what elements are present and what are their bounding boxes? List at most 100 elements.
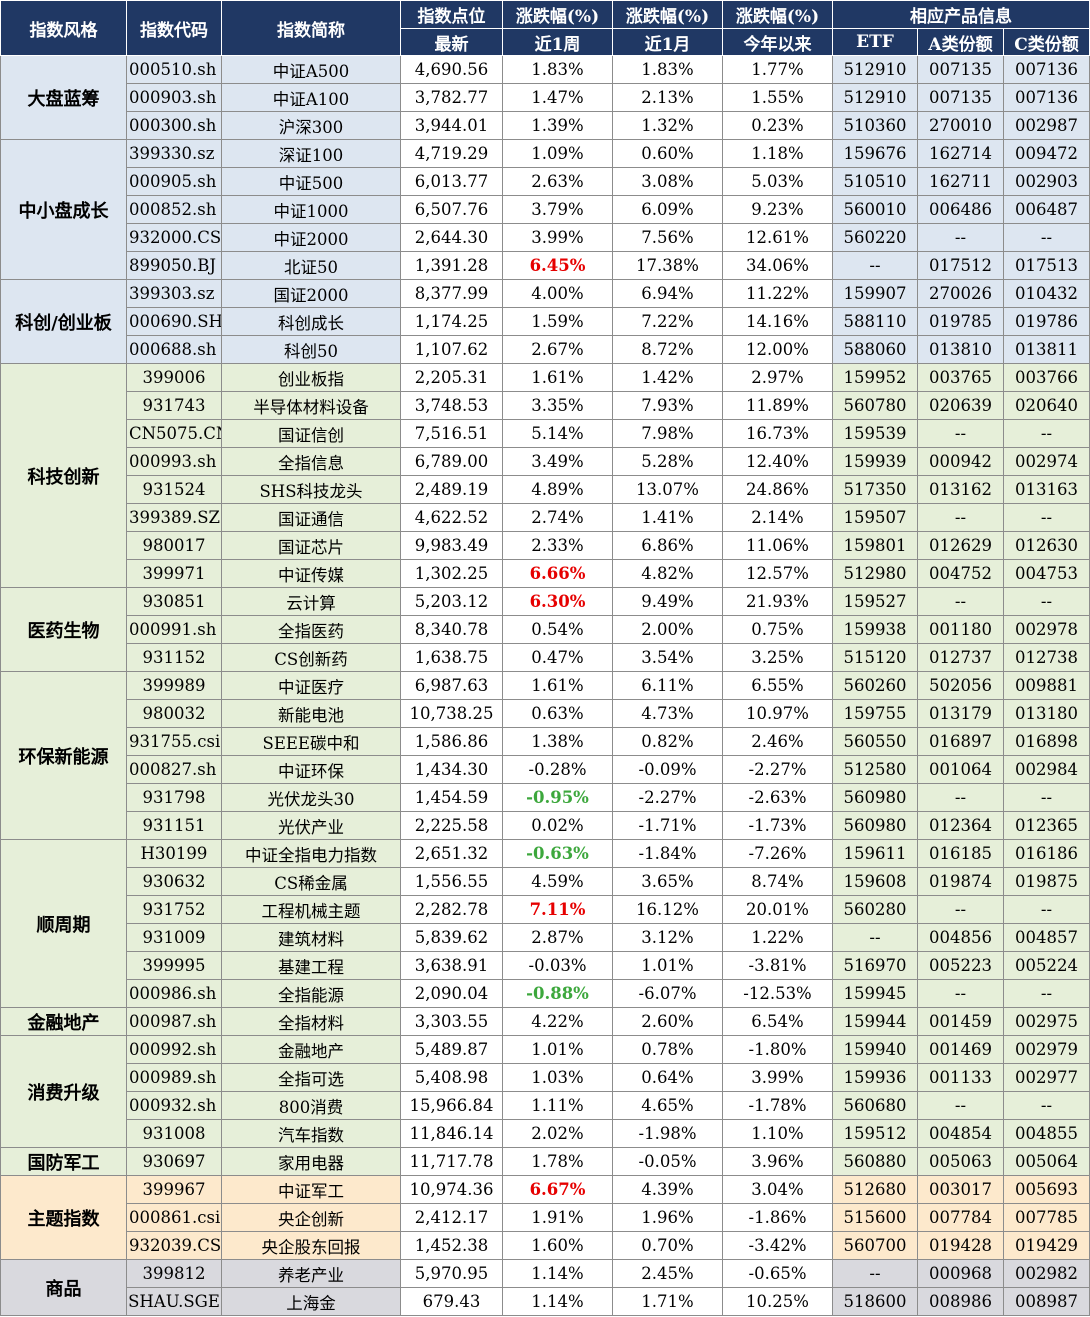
change-ytd: -3.81%: [722, 951, 833, 980]
c-share-code: 013180: [1002, 699, 1090, 728]
c-share-code: 002978: [1002, 615, 1090, 644]
etf-code: 560010: [832, 195, 918, 224]
change-1m: 6.09%: [612, 195, 723, 224]
change-1w: 7.11%: [502, 895, 613, 924]
change-1w: 4.89%: [502, 475, 613, 504]
etf-code: 159676: [832, 139, 918, 168]
change-ytd: 14.16%: [722, 307, 833, 336]
table-row: 000688.sh 科创50 1,107.62 2.67% 8.72% 12.00% 588…: [1, 335, 1090, 364]
a-share-code: 001133: [917, 1063, 1004, 1092]
change-1w: -0.95%: [502, 783, 613, 812]
index-points: 2,225.58: [400, 811, 503, 840]
c-share-code: 007136: [1002, 55, 1090, 84]
table-row: 930632 CS稀金属 1,556.55 4.59% 3.65% 8.74% 159608…: [1, 867, 1090, 896]
table-row: 931524 SHS科技龙头 2,489.19 4.89% 13.07% 24.86% 51…: [1, 475, 1090, 504]
index-points: 4,719.29: [400, 139, 503, 168]
index-points: 5,203.12: [400, 587, 503, 616]
index-name: 沪深300: [221, 111, 401, 140]
index-name: 汽车指数: [221, 1119, 401, 1148]
table-row: 医药生物 930851 云计算 5,203.12 6.30% 9.49% 21.93% 159…: [0, 587, 1090, 672]
index-name: 上海金: [221, 1287, 401, 1316]
change-ytd: 6.55%: [722, 671, 833, 700]
index-name: 央企股东回报: [221, 1231, 401, 1260]
index-name: 国证信创: [221, 419, 401, 448]
table-row: 399389.SZ 国证通信 4,622.52 2.74% 1.41% 2.14% 1595…: [1, 503, 1090, 532]
table-row: 中小盘成长 399330.sz 深证100 4,719.29 1.09% 0.60% 1.1…: [0, 139, 1090, 280]
index-code: 000510.sh: [126, 55, 222, 84]
index-code: 931009: [126, 923, 222, 952]
a-share-code: 001469: [917, 1035, 1004, 1064]
index-code: 931798: [126, 783, 222, 812]
index-points: 1,391.28: [400, 251, 503, 280]
c-share-code: 019786: [1002, 307, 1090, 336]
table-row: 931798 光伏龙头30 1,454.59 -0.95% -2.27% -2.63% 56…: [1, 783, 1090, 812]
change-ytd: 1.10%: [722, 1119, 833, 1148]
index-name: 北证50: [221, 251, 401, 280]
header-week-sub: 近1周: [502, 28, 613, 56]
table-row: 科技创新 399006 创业板指 2,205.31 1.61% 1.42% 2.97% 159…: [0, 363, 1090, 588]
etf-code: 560550: [832, 727, 918, 756]
a-share-code: 001180: [917, 615, 1004, 644]
table-row: 商品 399812 养老产业 5,970.95 1.14% 2.45% -0.65% -- 00…: [0, 1259, 1090, 1316]
style-category: 国防军工: [0, 1147, 127, 1176]
change-1m: 6.86%: [612, 531, 723, 560]
a-share-code: 270026: [917, 279, 1004, 308]
a-share-code: --: [917, 1091, 1004, 1120]
header-ytd: 涨跌幅(%): [722, 0, 833, 29]
change-1m: -6.07%: [612, 979, 723, 1008]
table-row: 000986.sh 全指能源 2,090.04 -0.88% -6.07% -12.53%…: [1, 979, 1090, 1008]
change-ytd: 8.74%: [722, 867, 833, 896]
header-a-share: A类份额: [917, 28, 1004, 56]
change-ytd: 11.06%: [722, 531, 833, 560]
change-1w: 3.35%: [502, 391, 613, 420]
index-code: 931152: [126, 643, 222, 672]
a-share-code: 012629: [917, 531, 1004, 560]
index-points: 2,090.04: [400, 979, 503, 1008]
c-share-code: 013811: [1002, 335, 1090, 364]
index-name: 创业板指: [221, 363, 401, 392]
c-share-code: 005224: [1002, 951, 1090, 980]
change-ytd: 24.86%: [722, 475, 833, 504]
change-1m: 1.71%: [612, 1287, 723, 1316]
index-points: 1,556.55: [400, 867, 503, 896]
table-row: 980032 新能电池 10,738.25 0.63% 4.73% 10.97% 15975…: [1, 699, 1090, 728]
etf-code: 512680: [832, 1175, 918, 1204]
table-row: 000690.SH 科创成长 1,174.25 1.59% 7.22% 14.16% 588…: [1, 307, 1090, 336]
index-code: SHAU.SGE: [126, 1287, 222, 1316]
style-category: 环保新能源: [0, 671, 127, 840]
index-code: 899050.BJ: [126, 251, 222, 280]
etf-code: --: [832, 251, 918, 280]
index-name: 光伏龙头30: [221, 783, 401, 812]
a-share-code: 013810: [917, 335, 1004, 364]
etf-code: 159938: [832, 615, 918, 644]
c-share-code: --: [1002, 419, 1090, 448]
change-1m: 7.98%: [612, 419, 723, 448]
change-1m: 2.45%: [612, 1259, 723, 1288]
change-1w: 1.03%: [502, 1063, 613, 1092]
change-1m: 7.22%: [612, 307, 723, 336]
a-share-code: 502056: [917, 671, 1004, 700]
etf-code: 560880: [832, 1147, 918, 1176]
index-points: 679.43: [400, 1287, 503, 1316]
index-code: 000987.sh: [126, 1007, 222, 1036]
index-code: 000992.sh: [126, 1035, 222, 1064]
etf-code: 516970: [832, 951, 918, 980]
change-1w: 1.38%: [502, 727, 613, 756]
index-points: 5,489.87: [400, 1035, 503, 1064]
index-points: 2,282.78: [400, 895, 503, 924]
a-share-code: 162714: [917, 139, 1004, 168]
change-1w: 6.45%: [502, 251, 613, 280]
index-name: 科创50: [221, 335, 401, 364]
change-1w: 1.01%: [502, 1035, 613, 1064]
index-points: 11,846.14: [400, 1119, 503, 1148]
change-ytd: -1.78%: [722, 1091, 833, 1120]
header-products: 相应产品信息: [831, 0, 1090, 29]
etf-code: 159952: [832, 363, 918, 392]
c-share-code: 004855: [1002, 1119, 1090, 1148]
change-1w: 1.78%: [502, 1147, 613, 1176]
etf-code: 159507: [832, 503, 918, 532]
change-1m: 1.41%: [612, 503, 723, 532]
index-code: 000300.sh: [126, 111, 222, 140]
index-points: 2,489.19: [400, 475, 503, 504]
a-share-code: 004854: [917, 1119, 1004, 1148]
